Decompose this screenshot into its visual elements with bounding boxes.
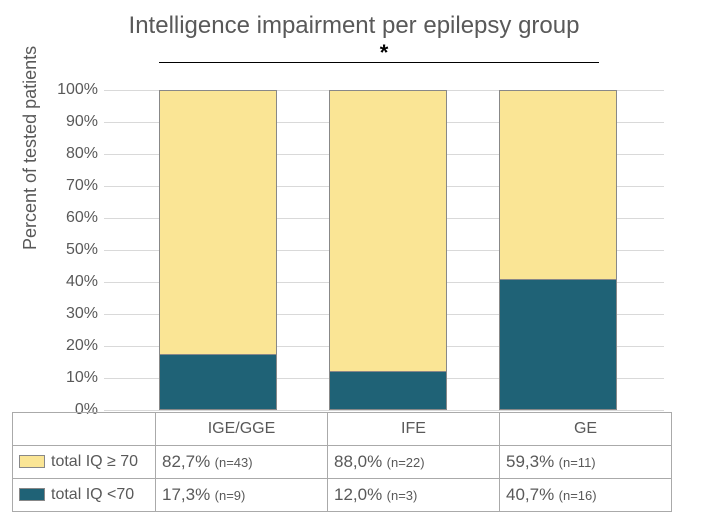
value-cell: 88,0% (n=22) — [328, 446, 500, 479]
y-tick-label: 80% — [38, 145, 104, 163]
bar-segment-lower — [499, 280, 617, 410]
chart-title: Intelligence impairment per epilepsy gro… — [0, 12, 708, 40]
chart-area: * 0%10%20%30%40%50%60%70%80%90%100% — [104, 90, 664, 410]
legend-cell-lower: total IQ <70 — [13, 479, 156, 512]
table-corner — [13, 413, 156, 446]
legend-label: total IQ ≥ 70 — [51, 453, 138, 470]
y-tick-label: 100% — [38, 81, 104, 99]
y-tick-label: 50% — [38, 241, 104, 259]
col-header: IGE/GGE — [156, 413, 328, 446]
bar-segment-upper — [159, 90, 277, 355]
bar-segment-lower — [329, 372, 447, 410]
table-row: total IQ <70 17,3% (n=9) 12,0% (n=3) 40,… — [13, 479, 672, 512]
value-cell: 12,0% (n=3) — [328, 479, 500, 512]
bar-group — [329, 90, 447, 410]
bar-group — [159, 90, 277, 410]
bar-group — [499, 90, 617, 410]
y-tick-label: 30% — [38, 305, 104, 323]
bar-segment-upper — [329, 90, 447, 372]
y-tick-label: 40% — [38, 273, 104, 291]
y-tick-label: 60% — [38, 209, 104, 227]
legend-cell-upper: total IQ ≥ 70 — [13, 446, 156, 479]
significance-line — [159, 62, 599, 63]
swatch-lower-icon — [19, 488, 45, 501]
bar-segment-lower — [159, 355, 277, 410]
y-tick-label: 90% — [38, 113, 104, 131]
col-header: IFE — [328, 413, 500, 446]
table-header-row: IGE/GGE IFE GE — [13, 413, 672, 446]
bar-segment-upper — [499, 90, 617, 280]
y-tick-label: 20% — [38, 337, 104, 355]
y-tick-label: 10% — [38, 369, 104, 387]
swatch-upper-icon — [19, 455, 45, 468]
y-tick-label: 70% — [38, 177, 104, 195]
value-cell: 40,7% (n=16) — [500, 479, 672, 512]
legend-label: total IQ <70 — [51, 486, 134, 503]
table-row: total IQ ≥ 70 82,7% (n=43) 88,0% (n=22) … — [13, 446, 672, 479]
col-header: GE — [500, 413, 672, 446]
value-cell: 59,3% (n=11) — [500, 446, 672, 479]
grid-line — [104, 410, 664, 411]
value-cell: 17,3% (n=9) — [156, 479, 328, 512]
data-table: IGE/GGE IFE GE total IQ ≥ 70 82,7% (n=43… — [12, 412, 672, 512]
value-cell: 82,7% (n=43) — [156, 446, 328, 479]
